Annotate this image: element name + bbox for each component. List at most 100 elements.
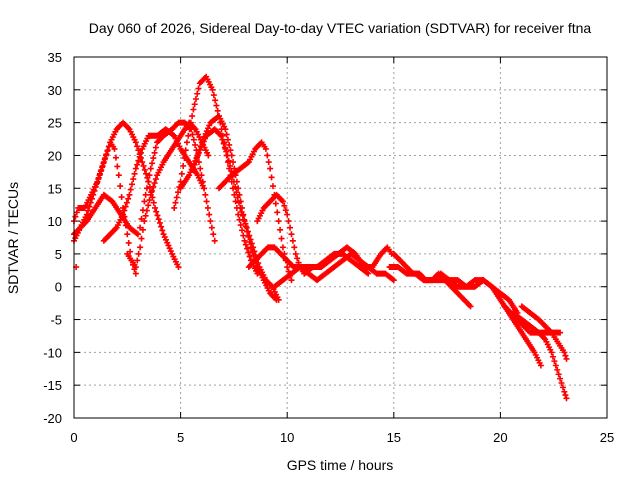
- data-point: [182, 147, 189, 154]
- data-point: [246, 253, 253, 260]
- series-arc-14: [301, 244, 395, 277]
- data-point: [123, 199, 130, 206]
- y-axis-label: SDTVAR / TECUs: [5, 182, 21, 294]
- data-point: [221, 144, 228, 151]
- data-point: [137, 244, 144, 251]
- data-point: [72, 213, 79, 220]
- data-point: [187, 119, 194, 126]
- data-point: [181, 155, 188, 162]
- data-point: [291, 244, 298, 251]
- data-point: [143, 185, 150, 192]
- data-point: [158, 223, 165, 230]
- data-point: [136, 153, 143, 160]
- data-point: [235, 185, 242, 192]
- data-point: [247, 244, 254, 251]
- data-point: [178, 170, 185, 177]
- data-point: [196, 146, 203, 153]
- data-point: [241, 218, 248, 225]
- data-point: [175, 264, 182, 271]
- data-point: [134, 143, 141, 150]
- data-point: [115, 172, 122, 179]
- data-point: [549, 353, 556, 360]
- data-point: [202, 191, 209, 198]
- data-point: [223, 148, 230, 155]
- data-point: [242, 223, 249, 230]
- data-point: [548, 349, 555, 356]
- data-point: [195, 85, 202, 92]
- series-arc-2: [71, 119, 182, 271]
- data-point: [228, 152, 235, 159]
- data-point: [135, 157, 142, 164]
- y-tick-label: 0: [55, 280, 62, 295]
- data-point: [149, 187, 156, 194]
- data-point: [135, 250, 142, 257]
- data-point: [240, 232, 247, 239]
- data-point: [189, 113, 196, 120]
- x-axis-label: GPS time / hours: [287, 457, 394, 473]
- data-point: [245, 249, 252, 256]
- data-point: [268, 174, 275, 181]
- data-point: [284, 211, 291, 218]
- data-point: [282, 207, 289, 214]
- data-point: [190, 106, 197, 113]
- data-point: [205, 152, 212, 159]
- data-point: [274, 209, 281, 216]
- data-point: [246, 239, 253, 246]
- data-point: [269, 183, 276, 190]
- y-tick-label: 25: [48, 116, 62, 131]
- data-point: [219, 136, 226, 143]
- data-point: [558, 379, 565, 386]
- data-point: [125, 239, 132, 246]
- data-point: [145, 178, 152, 185]
- data-point: [142, 191, 149, 198]
- data-point: [557, 375, 564, 382]
- data-point: [235, 211, 242, 218]
- data-point: [563, 395, 570, 402]
- series-arc-5: [124, 119, 212, 271]
- data-point: [213, 102, 220, 109]
- data-point: [102, 155, 109, 162]
- data-point: [175, 189, 182, 196]
- data-point: [126, 191, 133, 198]
- data-point: [147, 165, 154, 172]
- data-point: [288, 277, 295, 284]
- data-point: [551, 358, 558, 365]
- data-point: [294, 255, 301, 262]
- data-point: [244, 228, 251, 235]
- series-arc-4: [100, 126, 208, 244]
- data-point: [105, 143, 112, 150]
- data-point: [242, 241, 249, 248]
- data-point: [150, 199, 157, 206]
- x-tick-label: 15: [387, 430, 401, 445]
- data-point: [159, 227, 166, 234]
- data-point: [285, 218, 292, 225]
- data-point: [137, 224, 144, 231]
- chart-title: Day 060 of 2026, Sidereal Day-to-day VTE…: [89, 20, 592, 36]
- grid: [74, 57, 607, 418]
- data-point: [130, 176, 137, 183]
- data-point: [563, 355, 570, 362]
- data-point: [250, 252, 257, 259]
- data-point: [134, 231, 141, 238]
- data-point: [224, 136, 231, 143]
- data-point: [150, 155, 157, 162]
- data-point: [244, 245, 251, 252]
- data-point: [237, 222, 244, 229]
- data-point: [191, 161, 198, 168]
- data-point: [155, 216, 162, 223]
- data-point: [131, 170, 138, 177]
- data-point: [86, 203, 93, 210]
- data-point: [189, 131, 196, 138]
- y-tick-label: -15: [43, 378, 62, 393]
- data-point: [190, 165, 197, 172]
- data-point: [278, 235, 285, 242]
- data-point: [138, 215, 145, 222]
- data-point: [227, 162, 234, 169]
- series-arc-12: [254, 191, 308, 277]
- data-point: [204, 204, 211, 211]
- series-arc-10: [215, 139, 295, 284]
- data-point: [230, 159, 237, 166]
- data-point: [117, 183, 124, 190]
- data-point: [127, 186, 134, 193]
